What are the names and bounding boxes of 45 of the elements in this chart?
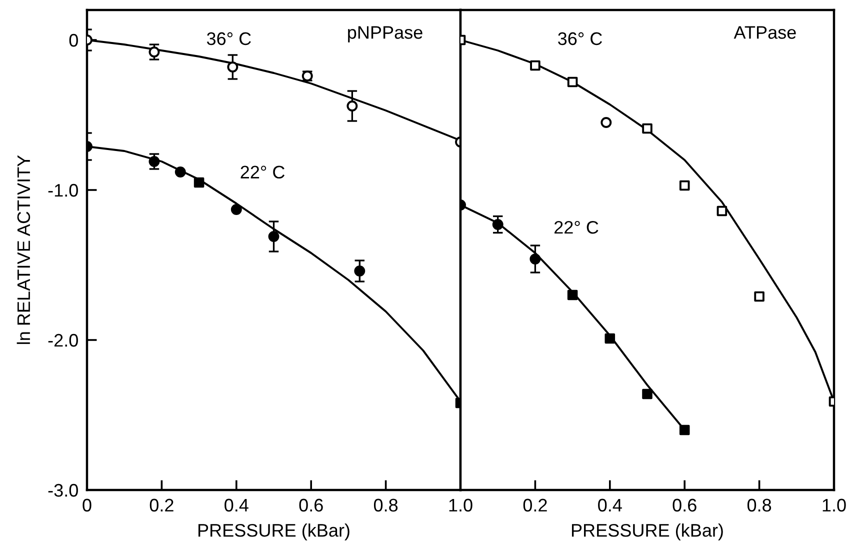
point [230,204,242,215]
y-axis-title: ln RELATIVE ACTIVITY [16,155,30,344]
x-tick-label: 0.8 [374,498,398,512]
point [716,206,728,216]
point [530,60,540,71]
point [227,62,238,72]
point [642,123,652,134]
y-tick-label: -2.0 [48,334,78,347]
x-tick-label: 0.2 [150,498,174,512]
point [354,266,366,276]
point [567,76,578,88]
point [567,290,578,300]
point [679,180,690,191]
point [754,291,764,302]
x-axis-title: PRESSURE (kBar) [572,524,723,540]
x-tick-label: 1.0 [822,498,846,512]
x-tick-label: 0.4 [598,498,622,512]
point [268,231,280,242]
x-tick-label: 0.2 [523,498,547,512]
point [148,156,160,167]
point [604,333,616,344]
x-tick-label: 0.4 [224,498,248,512]
point [492,219,504,230]
text: pNPPase [348,26,422,42]
annotation: 22° C [240,166,285,179]
y-tick-label: -3.0 [48,484,78,497]
annotation: 22° C [554,220,598,234]
point [530,254,541,264]
point [642,388,652,400]
point [346,100,358,112]
x-tick-label: 1.0 [449,498,472,512]
y-tick-label: -1.0 [48,184,78,197]
annotation: 36° C [206,32,251,46]
x-tick-label: 0.6 [299,498,323,512]
annotation: 36° C [558,32,602,46]
point [600,117,612,128]
x-axis-title: PRESSURE (kBar) [198,524,350,540]
point [174,166,186,178]
text: ATPase [734,26,796,39]
x-tick-label: 0.8 [747,498,772,512]
x-tick-label: 0.6 [672,498,696,512]
point [679,424,690,436]
x-tick-label: 0 [82,498,92,512]
point [148,46,160,58]
y-tick-label: 0 [69,34,78,47]
